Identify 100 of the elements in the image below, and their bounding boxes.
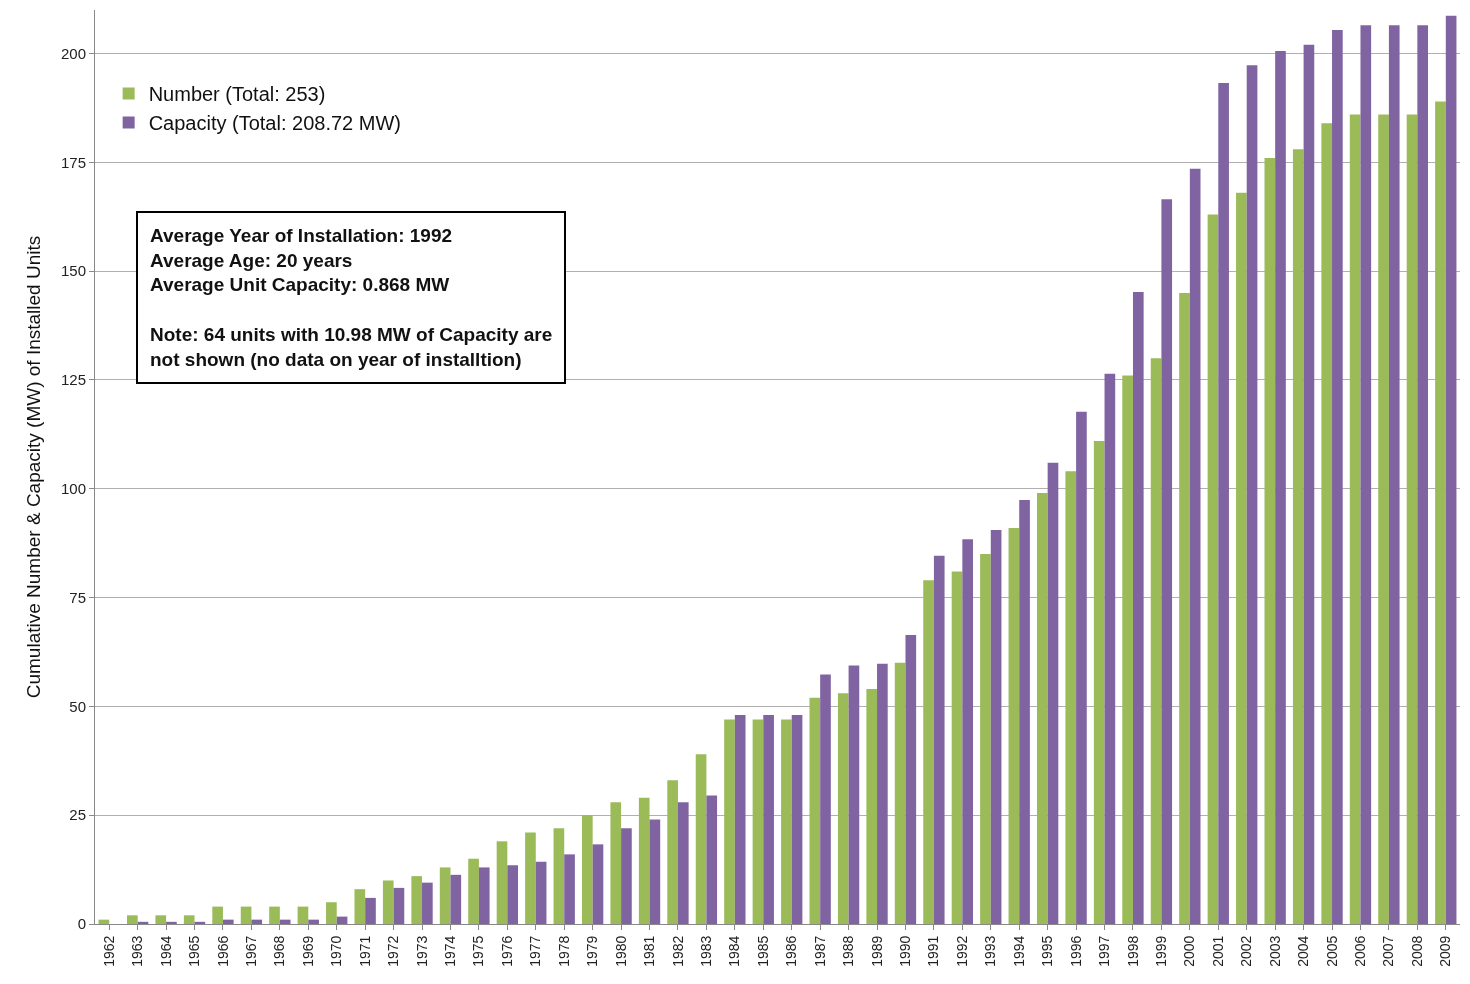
bar: [1406, 114, 1418, 924]
bar: [781, 719, 792, 924]
bar: [1435, 101, 1446, 924]
bar: [496, 841, 508, 924]
x-tick-label: 1971: [356, 935, 373, 967]
bar: [297, 906, 309, 924]
bar: [1036, 493, 1048, 924]
x-tick-label: 1988: [840, 935, 857, 967]
bar: [240, 906, 252, 924]
bar: [1246, 65, 1258, 924]
bar: [1150, 358, 1162, 924]
bar: [212, 906, 223, 924]
x-tick-label: 1991: [925, 935, 942, 967]
bar: [848, 665, 860, 924]
bar: [1179, 292, 1190, 924]
bar: [1189, 168, 1201, 924]
x-tick-label: 1969: [299, 935, 316, 967]
x-tick-label: 1977: [527, 935, 544, 967]
bar: [468, 858, 479, 924]
bar: [535, 861, 547, 924]
bar: [308, 919, 319, 924]
bar: [1218, 83, 1229, 924]
x-tick-label: 1996: [1067, 935, 1084, 967]
bar: [1132, 292, 1144, 924]
bar: [439, 867, 451, 924]
bar: [1360, 25, 1372, 924]
bar: [752, 719, 764, 924]
y-tick-label: 175: [60, 153, 86, 171]
bar: [1264, 157, 1276, 924]
bar: [980, 554, 991, 924]
y-tick-label: 75: [69, 588, 86, 606]
bar: [877, 663, 888, 924]
x-tick-label: 1962: [100, 935, 117, 967]
bar: [1349, 114, 1361, 924]
bar: [791, 715, 803, 924]
x-tick-label: 1997: [1096, 935, 1113, 967]
bar: [1445, 15, 1457, 924]
bar: [763, 715, 774, 924]
x-tick-label: 2009: [1437, 935, 1454, 967]
x-tick-label: 1994: [1010, 935, 1027, 967]
bar: [894, 662, 906, 924]
bar: [990, 530, 1002, 924]
x-tick-label: 1995: [1039, 935, 1056, 967]
bar: [553, 828, 565, 924]
bar: [507, 865, 519, 924]
x-tick-label: 1990: [897, 935, 914, 967]
bar: [251, 919, 263, 924]
bar: [837, 693, 849, 924]
bar: [1292, 149, 1304, 924]
bar: [1008, 527, 1020, 924]
bar: [382, 880, 394, 924]
x-tick-label: 1987: [811, 935, 828, 967]
bar: [525, 832, 536, 924]
x-tick-label: 1983: [697, 935, 714, 967]
x-tick-label: 1966: [214, 935, 231, 967]
bar: [411, 876, 423, 924]
x-tick-label: 1968: [271, 935, 288, 967]
bar: [706, 795, 718, 924]
bar: [962, 539, 974, 924]
x-tick-label: 1980: [612, 935, 629, 967]
bar: [667, 780, 678, 924]
bar: [269, 906, 280, 924]
bar: [1303, 44, 1315, 924]
x-tick-label: 1970: [328, 935, 345, 967]
annotation: Note: 64 units with 10.98 MW of Capacity are not shown (no data on year of installtion): [150, 323, 553, 370]
bar: [1076, 411, 1087, 924]
y-axis-title: Cumulative Number & Capacity (MW) of Installed Units: [22, 235, 44, 699]
bar: [393, 887, 405, 924]
bar: [1019, 500, 1030, 924]
bar: [923, 580, 934, 924]
bar: [1104, 373, 1116, 924]
bar: [450, 874, 462, 924]
y-tick-label: 125: [60, 371, 86, 389]
bar: [820, 674, 831, 924]
x-tick-label: 1965: [186, 935, 203, 967]
y-tick-label: 25: [69, 806, 86, 824]
bar: [1332, 30, 1343, 924]
y-tick-label: 100: [60, 480, 86, 498]
x-tick-label: 2008: [1408, 935, 1425, 967]
x-tick-label: 1989: [868, 935, 885, 967]
bar: [866, 688, 878, 924]
x-tick-label: 2007: [1380, 935, 1397, 967]
y-tick-label: 150: [60, 262, 86, 280]
bar: [478, 867, 490, 924]
x-tick-label: 1982: [669, 935, 686, 967]
bar: [1275, 50, 1286, 924]
x-tick-label: 2006: [1352, 935, 1369, 967]
bar: [326, 902, 337, 924]
bar: [610, 802, 622, 924]
bar: [905, 635, 917, 924]
bar: [166, 921, 177, 924]
legend-label: Number (Total: 253): [148, 83, 326, 106]
x-tick-label: 1993: [982, 935, 999, 967]
bar: [365, 897, 376, 924]
bar: [621, 828, 632, 924]
bar: [1236, 192, 1247, 924]
bar: [1321, 123, 1333, 924]
x-tick-label: 1992: [953, 935, 970, 967]
x-tick-label: 1979: [584, 935, 601, 967]
bar: [1417, 25, 1429, 924]
